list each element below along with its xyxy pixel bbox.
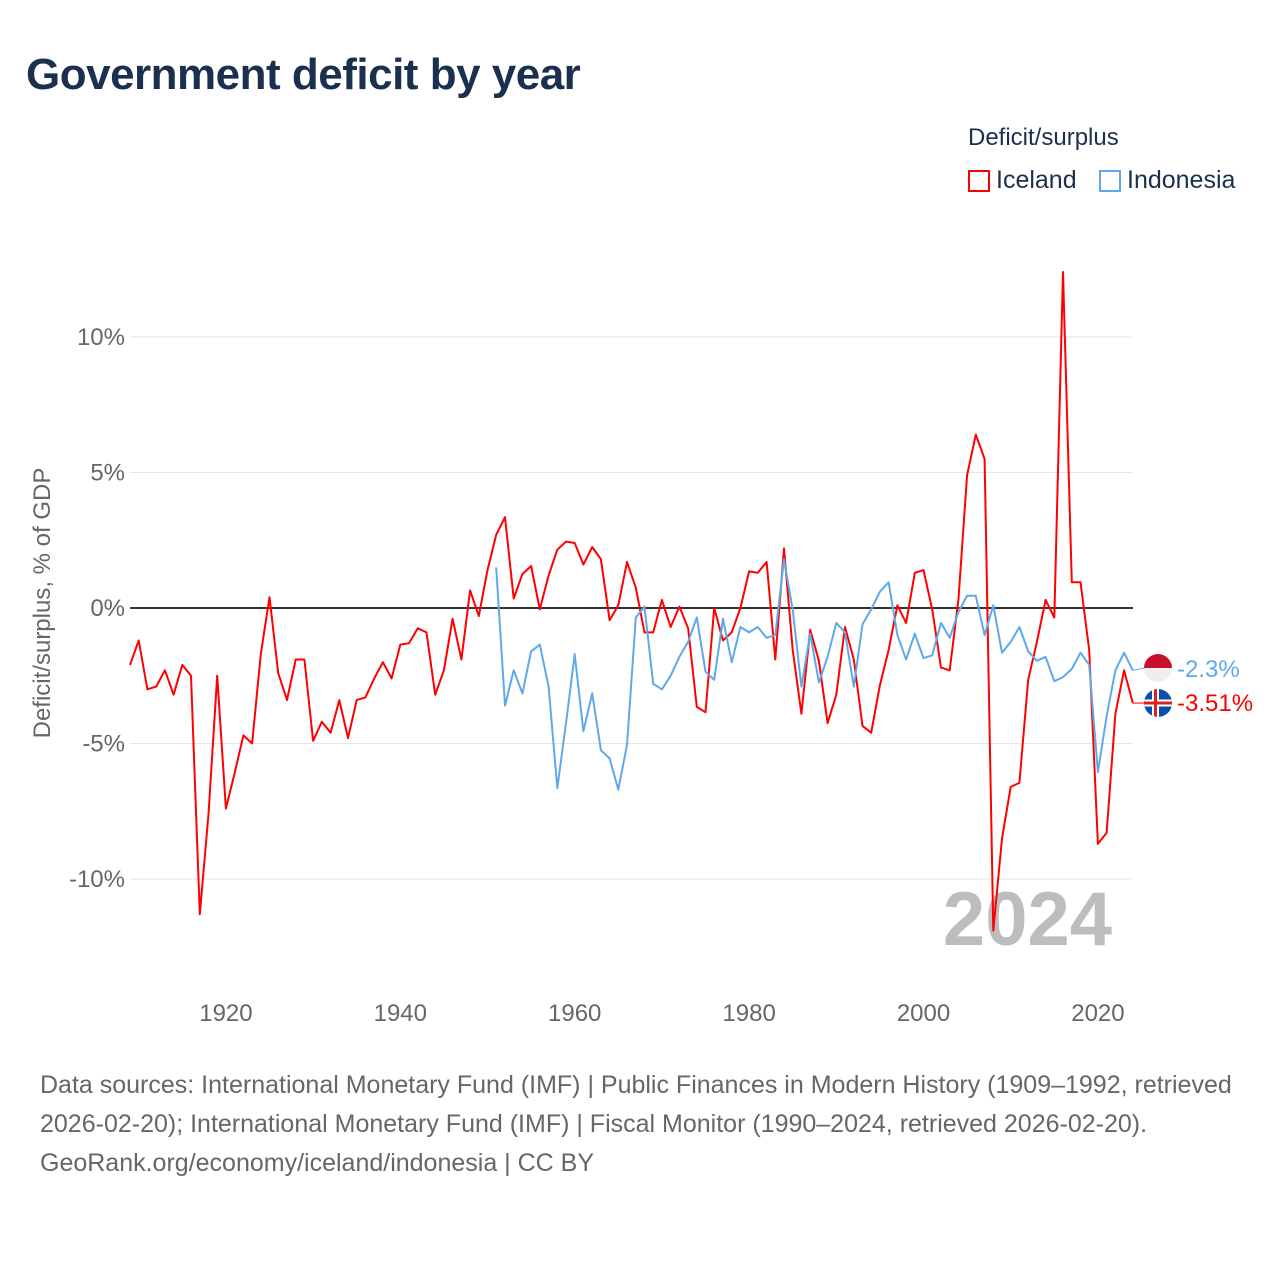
- credit-link[interactable]: GeoRank.org/economy/iceland/indonesia | …: [40, 1149, 595, 1177]
- legend-item-iceland[interactable]: Iceland: [968, 166, 1077, 195]
- indonesia-end-label: -2.3%: [1177, 656, 1240, 683]
- data-sources: Data sources: International Monetary Fun…: [40, 1071, 1232, 1138]
- y-axis-label: Deficit/surplus, % of GDP: [29, 468, 56, 739]
- iceland-flag-icon: [1144, 689, 1172, 717]
- legend-title: Deficit/surplus: [968, 124, 1119, 151]
- legend-label-iceland: Iceland: [996, 166, 1077, 194]
- x-tick-label: 1980: [722, 1000, 775, 1027]
- legend-label-indonesia: Indonesia: [1127, 166, 1236, 194]
- x-tick-label: 1960: [548, 1000, 601, 1027]
- series-line-iceland[interactable]: [129, 271, 1134, 932]
- chart-title: Government deficit by year: [26, 50, 581, 99]
- year-watermark: 2024: [943, 877, 1112, 962]
- x-tick-label: 2000: [897, 1000, 950, 1027]
- legend-swatch-indonesia: [1099, 169, 1121, 192]
- y-tick-label: -5%: [82, 731, 125, 758]
- series-line-indonesia[interactable]: [495, 558, 1134, 791]
- indonesia-flag-icon: [1144, 654, 1172, 682]
- y-tick-label: -10%: [69, 866, 125, 893]
- legend-item-indonesia[interactable]: Indonesia: [1099, 166, 1235, 195]
- iceland-end-label: -3.51%: [1177, 690, 1253, 717]
- y-tick-label: 10%: [77, 324, 125, 351]
- y-tick-label: 0%: [90, 595, 125, 622]
- x-tick-label: 2020: [1071, 1000, 1124, 1027]
- x-tick-label: 1940: [374, 1000, 427, 1027]
- x-tick-label: 1920: [199, 1000, 252, 1027]
- y-tick-label: 5%: [90, 460, 125, 487]
- legend-swatch-iceland: [968, 169, 990, 192]
- indonesia-end-connector: [1132, 667, 1145, 671]
- footer: Data sources: International Monetary Fun…: [40, 1066, 1240, 1183]
